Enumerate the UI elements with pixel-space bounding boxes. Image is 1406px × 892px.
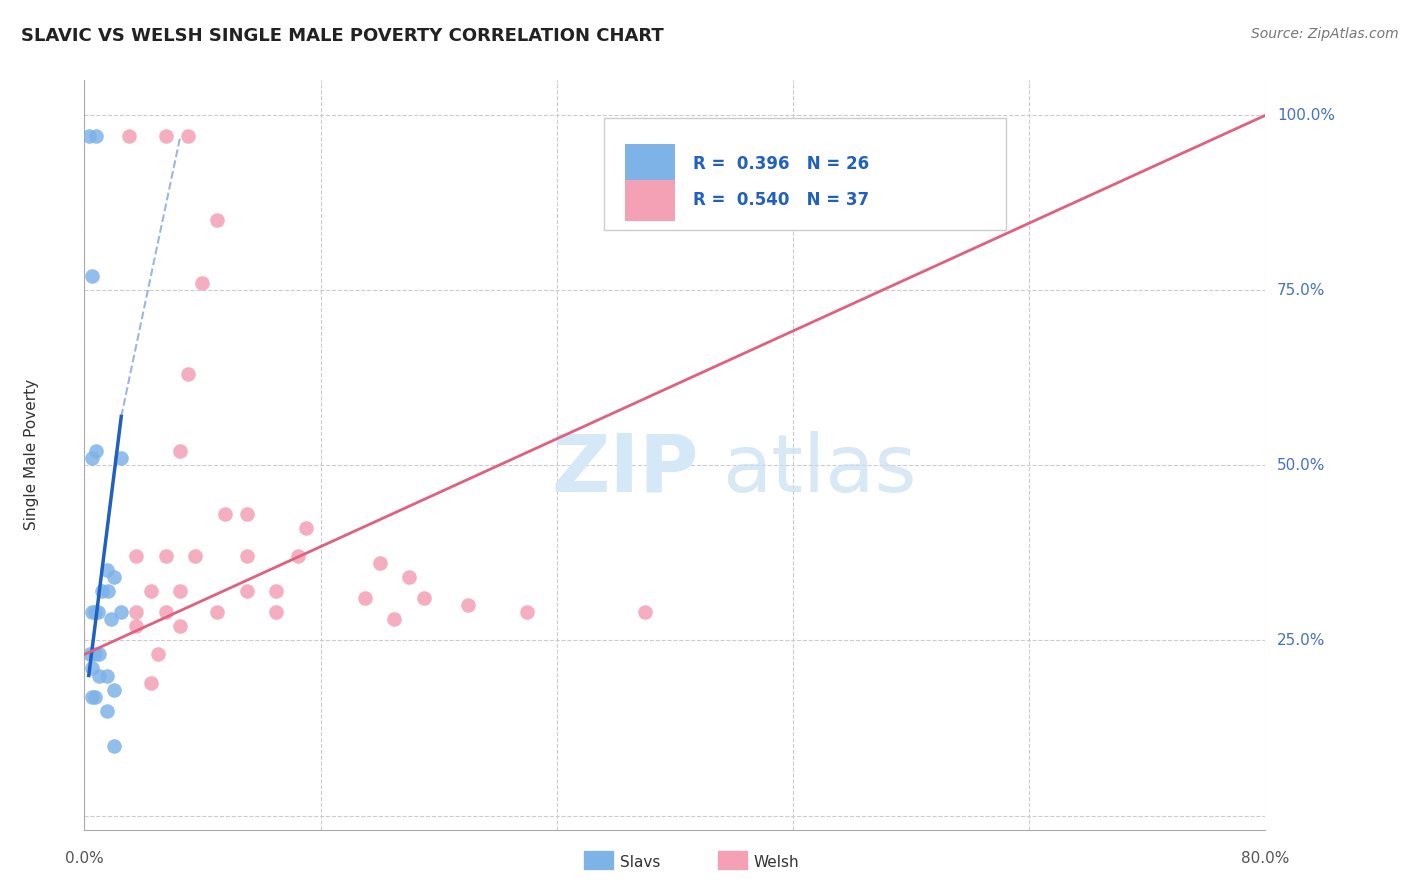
Point bbox=[87, 648, 111, 662]
Point bbox=[191, 277, 214, 291]
Point bbox=[79, 648, 101, 662]
Text: Welsh: Welsh bbox=[754, 855, 799, 870]
Point bbox=[886, 129, 908, 144]
Text: R =  0.396   N = 26: R = 0.396 N = 26 bbox=[693, 155, 869, 173]
Point bbox=[80, 269, 103, 284]
Point bbox=[84, 444, 107, 458]
Point bbox=[148, 648, 170, 662]
Point bbox=[155, 606, 177, 620]
Point bbox=[398, 570, 420, 584]
Point bbox=[184, 549, 207, 564]
Text: 100.0%: 100.0% bbox=[1277, 108, 1336, 123]
Point bbox=[457, 599, 479, 613]
Point bbox=[368, 557, 391, 571]
Text: 50.0%: 50.0% bbox=[1277, 458, 1326, 473]
Point bbox=[205, 606, 228, 620]
Text: Slavs: Slavs bbox=[620, 855, 661, 870]
Point bbox=[169, 584, 191, 599]
Text: 0.0%: 0.0% bbox=[65, 851, 104, 865]
Point bbox=[287, 549, 309, 564]
Point bbox=[77, 129, 100, 144]
Point bbox=[139, 675, 162, 690]
Text: atlas: atlas bbox=[723, 431, 917, 509]
Point bbox=[103, 682, 125, 697]
Point bbox=[96, 564, 118, 578]
Point bbox=[169, 619, 191, 633]
Bar bbox=[626, 144, 675, 186]
Point bbox=[214, 508, 236, 522]
Point bbox=[97, 584, 120, 599]
Point bbox=[413, 591, 436, 606]
Text: SLAVIC VS WELSH SINGLE MALE POVERTY CORRELATION CHART: SLAVIC VS WELSH SINGLE MALE POVERTY CORR… bbox=[21, 27, 664, 45]
Point bbox=[634, 606, 657, 620]
Point bbox=[235, 508, 259, 522]
Text: 25.0%: 25.0% bbox=[1277, 633, 1326, 648]
Point bbox=[125, 549, 148, 564]
Text: R =  0.540   N = 37: R = 0.540 N = 37 bbox=[693, 191, 869, 209]
Point bbox=[169, 444, 191, 458]
Bar bbox=[605, 118, 1005, 230]
Point bbox=[125, 619, 148, 633]
Text: Single Male Poverty: Single Male Poverty bbox=[24, 379, 39, 531]
Point bbox=[235, 549, 259, 564]
Bar bbox=[626, 180, 675, 221]
Point bbox=[118, 129, 141, 144]
Point bbox=[664, 129, 686, 144]
Text: 80.0%: 80.0% bbox=[1241, 851, 1289, 865]
Point bbox=[83, 606, 105, 620]
Point bbox=[205, 213, 228, 227]
Point bbox=[83, 690, 105, 704]
Point bbox=[86, 606, 108, 620]
Point bbox=[155, 129, 177, 144]
Point bbox=[80, 661, 103, 675]
Point bbox=[80, 606, 103, 620]
Point bbox=[96, 704, 118, 718]
Point bbox=[87, 668, 111, 682]
Point bbox=[177, 368, 200, 382]
Point bbox=[516, 606, 538, 620]
Point bbox=[80, 451, 103, 466]
Point bbox=[139, 584, 162, 599]
Point bbox=[84, 129, 107, 144]
Text: Source: ZipAtlas.com: Source: ZipAtlas.com bbox=[1251, 27, 1399, 41]
Point bbox=[110, 606, 132, 620]
Point bbox=[83, 648, 105, 662]
Point bbox=[103, 739, 125, 753]
Point bbox=[264, 606, 288, 620]
Point bbox=[80, 690, 103, 704]
Point bbox=[125, 606, 148, 620]
Point bbox=[96, 668, 118, 682]
Text: 75.0%: 75.0% bbox=[1277, 283, 1326, 298]
Point bbox=[235, 584, 259, 599]
Point bbox=[264, 584, 288, 599]
Point bbox=[103, 570, 125, 584]
Point bbox=[354, 591, 377, 606]
Point bbox=[295, 521, 318, 535]
Point bbox=[155, 549, 177, 564]
Point bbox=[100, 612, 122, 626]
Point bbox=[110, 451, 132, 466]
Point bbox=[177, 129, 200, 144]
Point bbox=[382, 612, 406, 626]
Point bbox=[91, 584, 114, 599]
Text: ZIP: ZIP bbox=[551, 431, 699, 509]
